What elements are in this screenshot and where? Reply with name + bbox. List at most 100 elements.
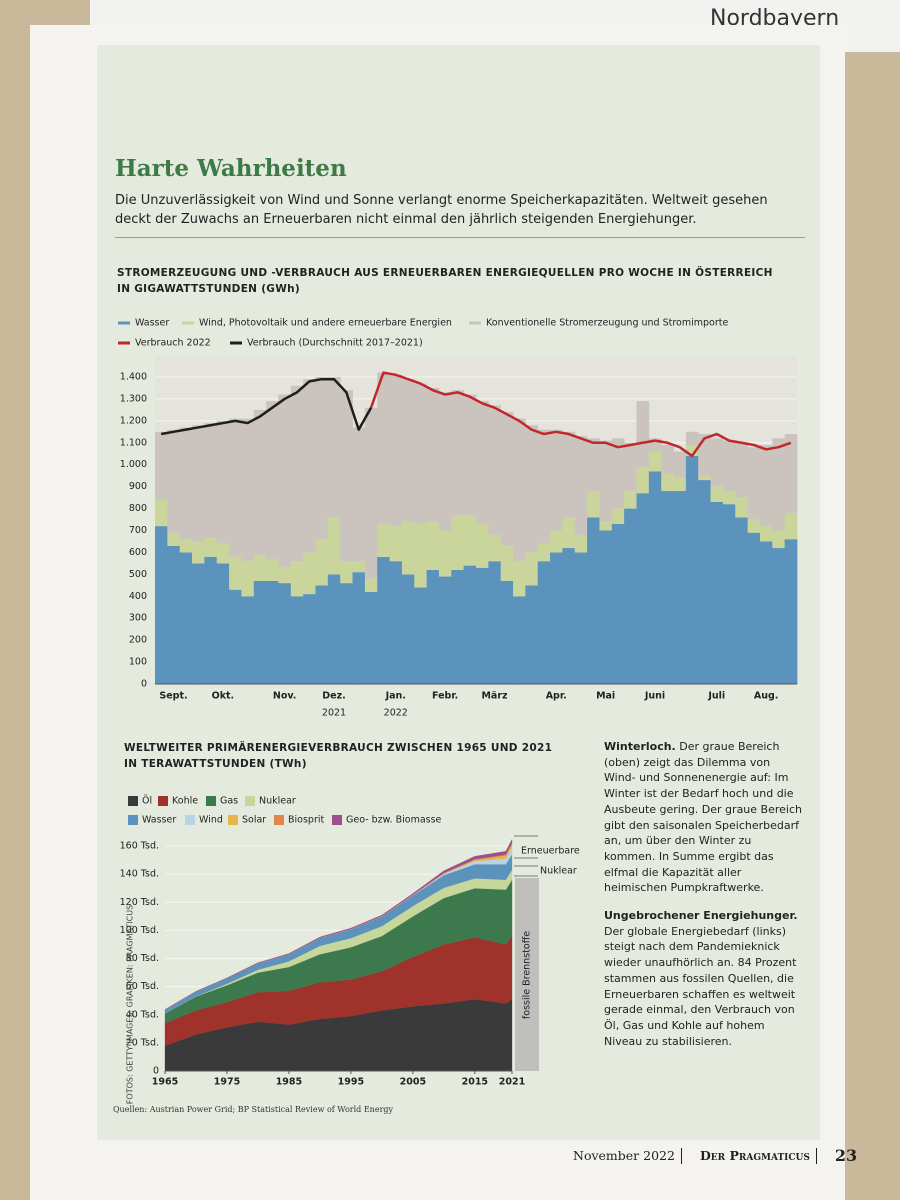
area-segment	[624, 491, 637, 509]
annotation: Nuklear	[540, 866, 577, 877]
legend-label: Wind	[199, 815, 223, 826]
x-tick-label: März	[481, 691, 508, 702]
area-segment	[673, 451, 687, 478]
area-segment	[377, 372, 390, 524]
area-segment	[290, 385, 304, 562]
x-tick-label: Febr.	[432, 691, 458, 702]
y-tick-label: 1.100	[120, 437, 147, 448]
x-tick-label: 1975	[214, 1077, 240, 1088]
line	[160, 377, 373, 436]
lead: Ungebrochener Energiehunger.	[604, 909, 798, 923]
area-segment	[192, 563, 205, 684]
area-segment	[537, 429, 551, 544]
area-segment	[500, 412, 514, 546]
area-segment	[500, 580, 514, 684]
area-segment	[574, 436, 588, 535]
separator	[815, 1147, 829, 1164]
x-tick-label: 2021	[499, 1077, 525, 1088]
area-segment	[278, 567, 292, 584]
page-number: 23	[834, 1146, 858, 1165]
area-segment	[241, 418, 255, 562]
x-tick-label: Okt.	[212, 691, 235, 702]
paragraph: Ungebrochener Energiehunger. Der globale…	[604, 908, 804, 1049]
area-segment	[229, 589, 242, 684]
rule	[115, 237, 805, 238]
area-segment	[352, 561, 366, 573]
y-tick-label: 40 Tsd.	[126, 1009, 159, 1020]
area-segment	[648, 471, 662, 684]
area-segment	[488, 534, 502, 562]
area-segment	[315, 377, 329, 540]
area-segment	[340, 583, 353, 684]
annotation: Erneuerbare	[521, 846, 580, 857]
area-segment	[710, 438, 724, 487]
x-tick-label: Juli	[707, 691, 725, 702]
annotation-box	[515, 878, 539, 1071]
area-segment	[401, 521, 415, 575]
area-segment	[364, 578, 378, 592]
area-segment	[587, 491, 600, 518]
area-segment	[698, 475, 711, 481]
x-tick-label: Nov.	[273, 691, 297, 702]
area-segment	[513, 561, 526, 597]
chart-title: WELTWEITER PRIMÄRENERGIEVERBRAUCH ZWISCH…	[124, 740, 594, 772]
y-tick-label: 600	[129, 547, 147, 558]
annotation-bracket	[514, 835, 538, 877]
area-segment	[414, 587, 428, 684]
area-segment	[476, 567, 489, 684]
area-segment	[735, 497, 749, 518]
area-segment	[562, 517, 576, 549]
x-group-label: 2021	[322, 708, 346, 719]
area-segment	[488, 561, 502, 684]
area-segment	[722, 440, 736, 492]
area-segment	[636, 466, 650, 494]
area-segment	[241, 596, 255, 684]
area-segment	[661, 473, 674, 492]
area-segment	[673, 491, 687, 684]
lead: Winterloch.	[604, 740, 676, 753]
chart-subtitle: IN GIGAWATTSTUNDEN (GWh)	[117, 283, 300, 295]
y-tick-label: 900	[129, 481, 147, 492]
area-segment	[303, 552, 316, 595]
area-segment	[155, 526, 168, 684]
area-segment	[155, 499, 168, 527]
y-tick-label: 60 Tsd.	[126, 981, 159, 992]
area-segment	[451, 515, 465, 570]
area-segment	[364, 591, 378, 684]
legend-label: Wasser	[135, 318, 169, 329]
area-segment	[278, 394, 292, 568]
legend-label: Geo- bzw. Biomasse	[346, 815, 442, 826]
area-segment	[327, 517, 341, 575]
area-segment	[303, 379, 316, 553]
area-segment	[661, 491, 674, 684]
area-segment	[327, 574, 341, 684]
area-segment	[216, 420, 230, 544]
legend-swatch	[206, 796, 216, 806]
body-text: Der graue Bereich (oben) zeigt das Dilem…	[604, 740, 802, 895]
area-segment	[192, 541, 205, 564]
area-segment	[290, 596, 304, 684]
area-segment	[784, 539, 798, 684]
area-segment	[315, 585, 329, 684]
area-segment	[451, 390, 465, 516]
paragraph: Winterloch. Der graue Bereich (oben) zei…	[604, 739, 804, 896]
area-segment	[772, 530, 786, 549]
area-segment	[784, 434, 798, 513]
area-segment	[537, 561, 551, 684]
area-segment	[747, 519, 761, 533]
y-tick-label: 20 Tsd.	[126, 1037, 159, 1048]
area-segment	[179, 539, 193, 553]
area-segment	[204, 537, 218, 557]
area-segment	[204, 556, 218, 684]
area-segment	[253, 580, 267, 684]
area-segment	[587, 438, 600, 492]
y-tick-label: 700	[129, 525, 147, 536]
area-segment	[155, 431, 168, 500]
area-segment	[710, 486, 724, 502]
intro: Die Unzuverlässigkeit von Wind und Sonne…	[115, 193, 768, 227]
area-segment	[525, 552, 539, 586]
x-tick-label: 1995	[338, 1077, 364, 1088]
chart-title-line: WELTWEITER PRIMÄRENERGIEVERBRAUCH ZWISCH…	[124, 742, 553, 754]
y-tick-label: 80 Tsd.	[126, 953, 159, 964]
